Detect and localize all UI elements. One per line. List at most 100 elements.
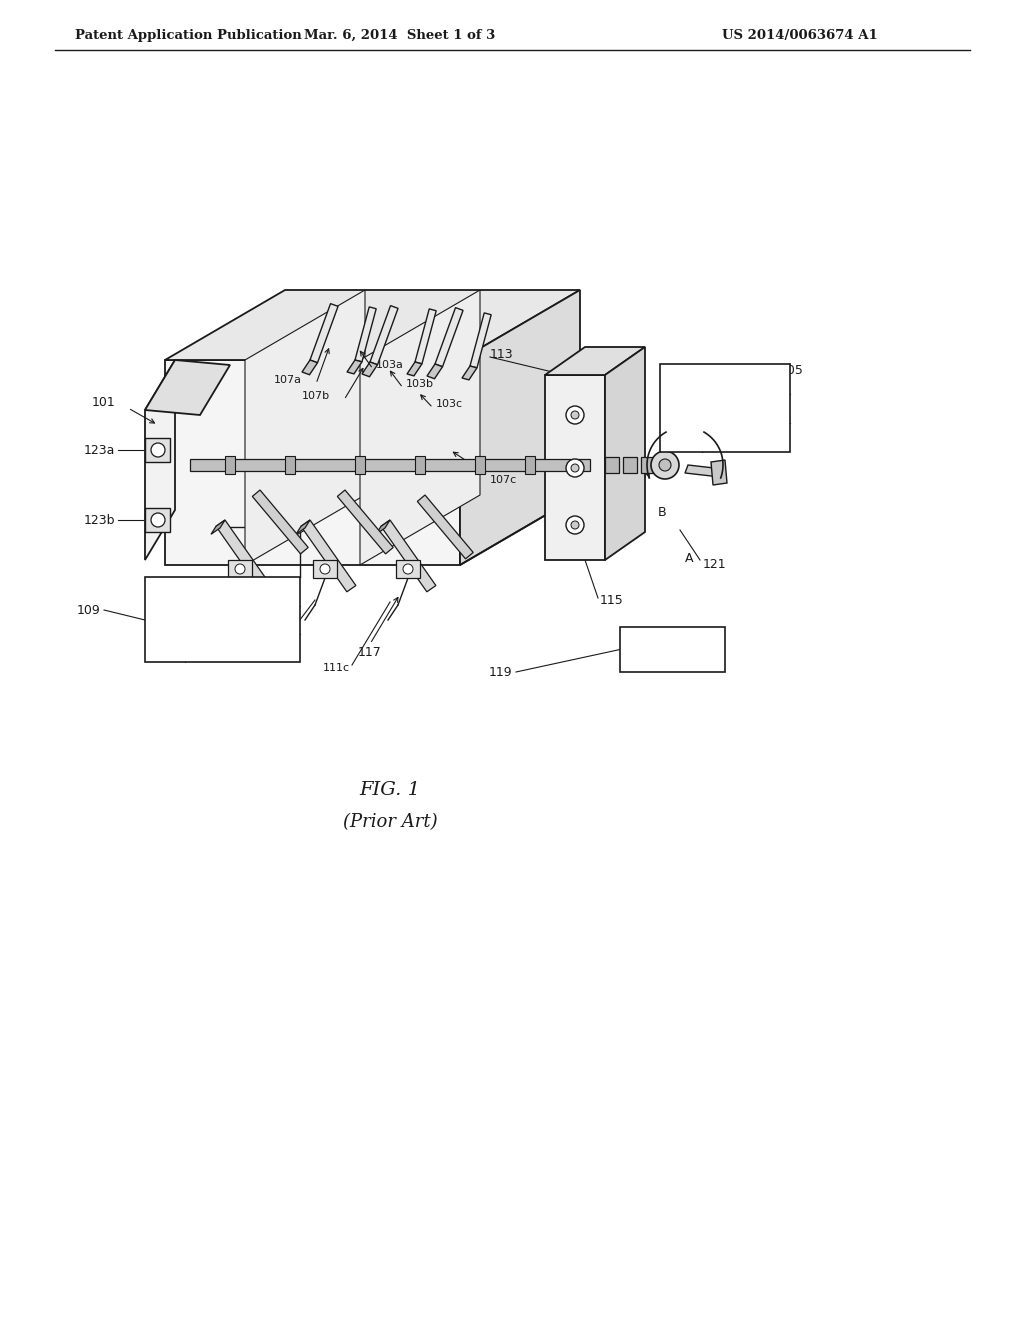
Polygon shape (228, 560, 252, 578)
Polygon shape (145, 508, 170, 532)
Bar (475, 455, 485, 474)
Circle shape (571, 411, 579, 418)
Bar (660, 364, 790, 451)
Polygon shape (313, 560, 337, 578)
Text: 117: 117 (358, 645, 382, 659)
Text: PHASE 1: PHASE 1 (707, 374, 752, 384)
Text: 103c: 103c (436, 399, 463, 409)
Circle shape (571, 465, 579, 473)
Text: 121: 121 (703, 557, 727, 570)
Polygon shape (545, 375, 605, 560)
Circle shape (319, 564, 330, 574)
Polygon shape (337, 490, 393, 554)
Polygon shape (347, 360, 361, 374)
Polygon shape (296, 520, 310, 535)
Text: 103a: 103a (376, 360, 403, 370)
Text: PHASE 3: PHASE 3 (190, 643, 234, 653)
Polygon shape (310, 304, 338, 363)
Text: 115: 115 (600, 594, 624, 606)
Text: 111a: 111a (167, 627, 195, 638)
Polygon shape (407, 362, 422, 376)
Text: 103b: 103b (406, 379, 434, 389)
Polygon shape (362, 362, 378, 376)
Circle shape (659, 459, 671, 471)
Circle shape (151, 444, 165, 457)
Circle shape (566, 516, 584, 535)
Text: Patent Application Publication: Patent Application Publication (75, 29, 302, 41)
Text: 109: 109 (76, 603, 100, 616)
Polygon shape (355, 306, 376, 362)
Text: B: B (658, 506, 667, 519)
Polygon shape (545, 347, 645, 375)
Polygon shape (396, 560, 420, 578)
Text: US 2014/0063674 A1: US 2014/0063674 A1 (722, 29, 878, 41)
Polygon shape (435, 308, 463, 367)
Bar (145, 577, 300, 663)
Bar (225, 455, 234, 474)
Polygon shape (145, 438, 170, 462)
Bar (525, 455, 535, 474)
Circle shape (566, 407, 584, 424)
Text: 107a: 107a (274, 375, 302, 385)
Bar (605, 457, 618, 473)
Text: PHASE 2: PHASE 2 (707, 403, 752, 413)
Polygon shape (145, 360, 175, 560)
Polygon shape (381, 520, 436, 591)
Polygon shape (216, 520, 271, 591)
Polygon shape (245, 290, 365, 565)
Polygon shape (302, 360, 317, 375)
Text: 105: 105 (780, 363, 804, 376)
Polygon shape (376, 520, 390, 535)
Polygon shape (470, 313, 492, 368)
Polygon shape (301, 520, 356, 591)
Text: 123a: 123a (84, 444, 115, 457)
Text: A: A (685, 552, 693, 565)
Polygon shape (211, 520, 225, 535)
Text: PHASE 2: PHASE 2 (190, 615, 234, 624)
Text: (Prior Art): (Prior Art) (343, 813, 437, 832)
Polygon shape (145, 360, 230, 414)
Text: 111c: 111c (323, 663, 350, 673)
Bar (355, 455, 365, 474)
Polygon shape (462, 366, 477, 380)
Text: MOTOR: MOTOR (646, 643, 698, 656)
Polygon shape (165, 290, 580, 360)
Circle shape (571, 521, 579, 529)
Text: 119: 119 (488, 665, 512, 678)
Text: FIG. 1: FIG. 1 (359, 781, 421, 799)
Polygon shape (685, 465, 723, 477)
Polygon shape (711, 459, 727, 484)
Text: 101: 101 (91, 396, 115, 408)
Polygon shape (418, 495, 473, 558)
Polygon shape (605, 347, 645, 560)
Text: 123b: 123b (84, 513, 115, 527)
Polygon shape (460, 495, 580, 565)
Bar (641, 457, 655, 473)
Bar (190, 459, 590, 471)
Circle shape (651, 451, 679, 479)
Text: 107c: 107c (490, 475, 517, 484)
Bar (623, 457, 637, 473)
Bar (415, 455, 425, 474)
Polygon shape (360, 290, 480, 565)
Polygon shape (370, 306, 398, 364)
Polygon shape (252, 490, 308, 554)
Polygon shape (415, 309, 436, 364)
Polygon shape (460, 290, 580, 565)
Bar (620, 627, 725, 672)
Text: 113: 113 (490, 348, 514, 362)
Polygon shape (427, 364, 442, 379)
Text: Mar. 6, 2014  Sheet 1 of 3: Mar. 6, 2014 Sheet 1 of 3 (304, 29, 496, 41)
Polygon shape (165, 360, 460, 565)
Text: PHASE 3: PHASE 3 (707, 432, 752, 442)
Bar (285, 455, 295, 474)
Circle shape (234, 564, 245, 574)
Text: 107b: 107b (302, 391, 330, 401)
Text: PHASE 1: PHASE 1 (190, 587, 234, 597)
Text: 111b: 111b (250, 643, 278, 653)
Text: ~: ~ (154, 606, 177, 634)
Circle shape (151, 513, 165, 527)
Circle shape (403, 564, 413, 574)
Text: ~: ~ (669, 393, 691, 422)
Circle shape (566, 459, 584, 477)
